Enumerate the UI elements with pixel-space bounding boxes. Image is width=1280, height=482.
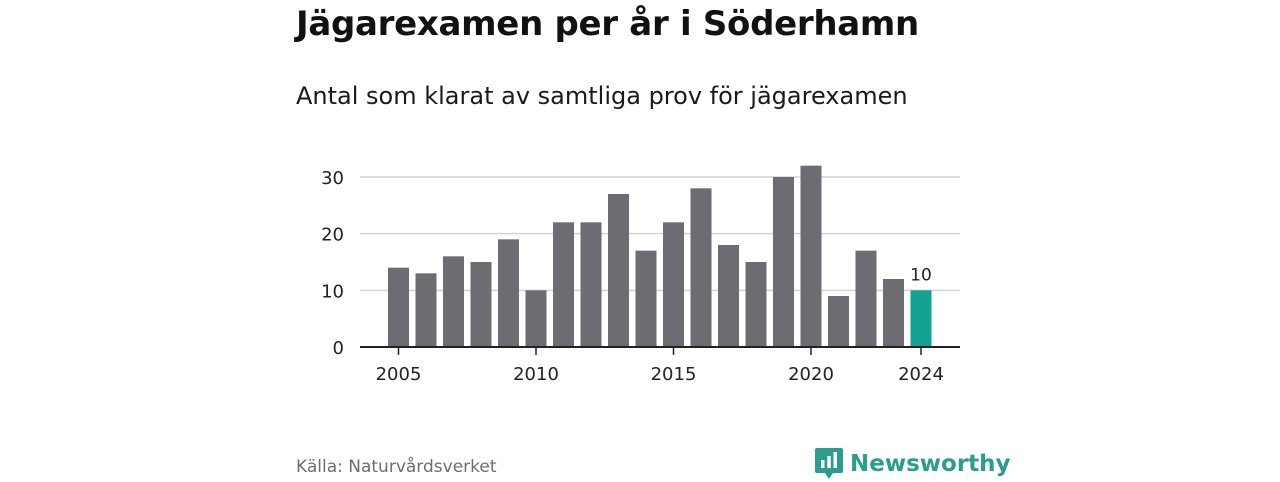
source-text: Källa: Naturvårdsverket [296,457,497,477]
brand-name: Newsworthy [850,451,1011,477]
y-tick-label: 0 [333,338,344,359]
x-tick-label: 2024 [898,364,944,385]
newsworthy-logo-icon [815,448,843,479]
bar [443,256,464,347]
bar [855,250,877,347]
bar [800,165,822,347]
y-tick-label: 10 [321,281,344,302]
bar [745,262,767,347]
x-tick-label: 2010 [513,364,559,385]
x-tick-label: 2005 [376,364,422,385]
bar-highlight [910,290,932,347]
x-tick-label: 2020 [788,364,834,385]
bar [773,177,794,347]
bar [388,267,409,347]
data-label: 10 [910,265,932,285]
brand-logo[interactable]: Newsworthy [814,446,1011,482]
y-tick-label: 20 [321,225,344,246]
bar [690,188,712,347]
x-tick-label: 2015 [651,364,697,385]
bar [608,194,629,347]
bar [498,239,519,347]
bar [525,290,547,347]
y-tick-label: 30 [321,168,344,189]
bar [580,222,602,347]
bar [635,250,657,347]
bar [718,245,739,347]
bar [828,296,849,347]
bar [663,222,684,347]
chart-subtitle: Antal som klarat av samtliga prov för jä… [296,82,908,110]
bar [470,262,492,347]
bar [415,273,437,347]
bar [553,222,574,347]
chart-title: Jägarexamen per år i Söderhamn [296,4,919,44]
bar-chart: 0 10 20 30 10 2005 2010 2015 2020 2024 [321,165,960,385]
bar [883,279,904,347]
